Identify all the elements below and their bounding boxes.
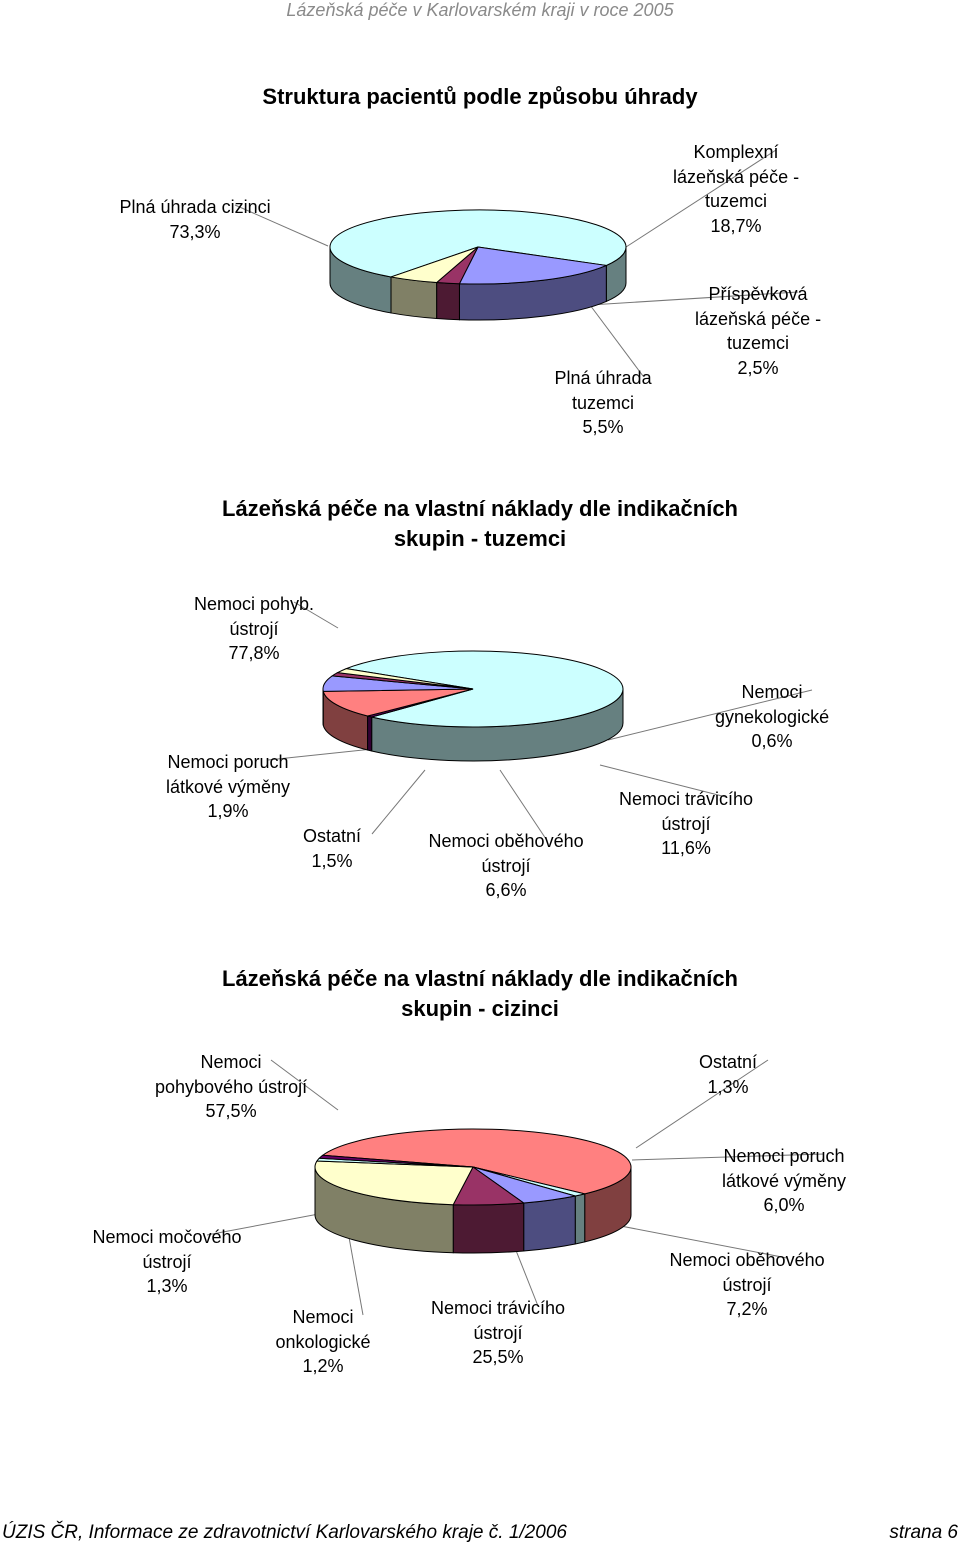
pie-slice-side	[368, 716, 372, 751]
pie-slice-side	[391, 277, 437, 319]
slice-label: Ostatní 1,5%	[303, 824, 361, 873]
pie-chart	[0, 1000, 960, 1440]
pie-chart	[0, 110, 960, 430]
chart-title: Struktura pacientů podle způsobu úhrady	[0, 82, 960, 112]
slice-label: Nemoci gynekologické 0,6%	[715, 680, 829, 754]
slice-label: Plná úhrada tuzemci 5,5%	[555, 366, 652, 440]
pie-slice-side	[453, 1203, 524, 1253]
footer-page-number: strana 6	[889, 1522, 958, 1544]
chart-title-line: Struktura pacientů podle způsobu úhrady	[0, 82, 960, 112]
slice-label: Nemoci poruch látkové výměny 1,9%	[166, 750, 290, 824]
pie-slice-side	[437, 283, 460, 320]
footer-source: ÚZIS ČR, Informace ze zdravotnictví Karl…	[2, 1522, 567, 1544]
slice-label: Plná úhrada cizinci 73,3%	[120, 195, 271, 244]
slice-label: Ostatní 1,3%	[699, 1050, 757, 1099]
slice-label: Nemoci oběhového ústrojí 6,6%	[429, 829, 584, 903]
leader-line	[372, 770, 425, 834]
pie-slice-side	[524, 1196, 576, 1251]
page-header: Lázeňská péče v Karlovarském kraji v roc…	[0, 0, 960, 20]
slice-label: Nemoci oběhového ústrojí 7,2%	[670, 1248, 825, 1322]
slice-label: Nemoci pohybového ústrojí 57,5%	[155, 1050, 307, 1124]
pie-slice-side	[575, 1194, 584, 1244]
slice-label: Nemoci onkologické 1,2%	[276, 1305, 371, 1379]
slice-label: Nemoci pohyb. ústrojí 77,8%	[194, 592, 314, 666]
slice-label: Příspěvková lázeňská péče - tuzemci 2,5%	[695, 282, 821, 380]
chart-title-line: Lázeňská péče na vlastní náklady dle ind…	[0, 964, 960, 994]
slice-label: Komplexní lázeňská péče - tuzemci 18,7%	[673, 140, 799, 238]
slice-label: Nemoci trávicího ústrojí 11,6%	[619, 787, 753, 861]
slice-label: Nemoci trávicího ústrojí 25,5%	[431, 1296, 565, 1370]
slice-label: Nemoci poruch látkové výměny 6,0%	[722, 1144, 846, 1218]
slice-label: Nemoci močového ústrojí 1,3%	[93, 1225, 242, 1299]
